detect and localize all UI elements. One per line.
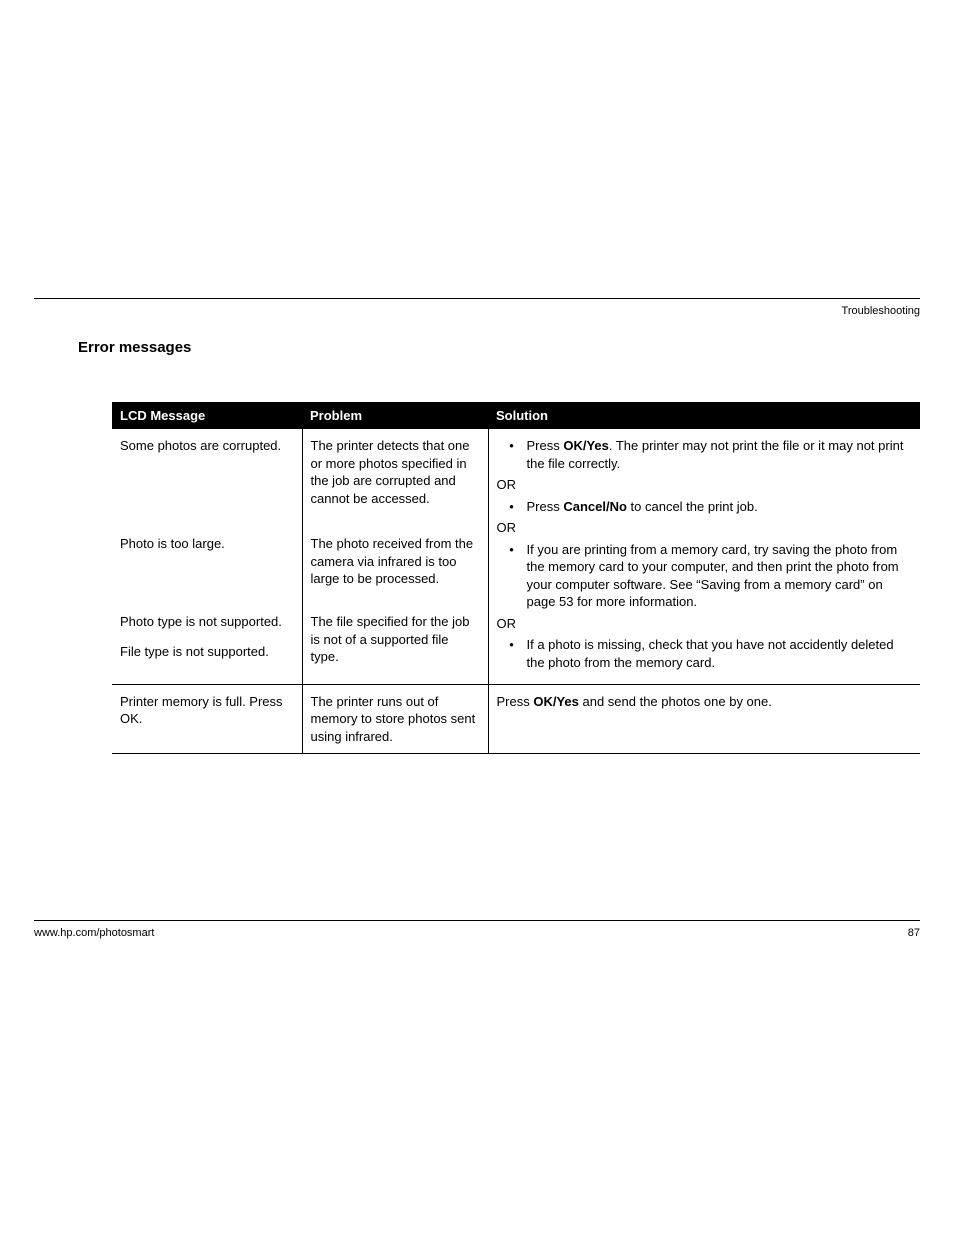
col-header-solution: Solution	[488, 402, 920, 429]
solution-cell: Press OK/Yes and send the photos one by …	[488, 684, 920, 754]
list-item: • Press Cancel/No to cancel the print jo…	[497, 498, 913, 516]
solution-cell: • Press OK/Yes. The printer may not prin…	[488, 429, 920, 684]
page-footer: www.hp.com/photosmart 87	[34, 920, 920, 939]
section-title: Error messages	[78, 339, 920, 356]
header-rule	[34, 298, 920, 299]
footer-url: www.hp.com/photosmart	[34, 927, 154, 939]
solution-list: • Press Cancel/No to cancel the print jo…	[497, 498, 913, 516]
lcd-cell: Photo is too large.	[112, 527, 302, 605]
bullet-icon: •	[497, 636, 527, 671]
solution-list: • Press OK/Yes. The printer may not prin…	[497, 437, 913, 472]
solution-text: Press Cancel/No to cancel the print job.	[527, 498, 913, 516]
col-header-lcd: LCD Message	[112, 402, 302, 429]
or-label: OR	[497, 476, 913, 494]
list-item: • If you are printing from a memory card…	[497, 541, 913, 611]
solution-text: If you are printing from a memory card, …	[527, 541, 913, 611]
lcd-cell: Photo type is not supported. File type i…	[112, 605, 302, 684]
solution-list: • If you are printing from a memory card…	[497, 541, 913, 611]
table-row: Printer memory is full. Press OK. The pr…	[112, 684, 920, 754]
problem-cell: The file specified for the job is not of…	[302, 605, 488, 684]
table-header-row: LCD Message Problem Solution	[112, 402, 920, 429]
list-item: • Press OK/Yes. The printer may not prin…	[497, 437, 913, 472]
list-item: • If a photo is missing, check that you …	[497, 636, 913, 671]
solution-list: • If a photo is missing, check that you …	[497, 636, 913, 671]
solution-text: Press OK/Yes. The printer may not print …	[527, 437, 913, 472]
page-number: 87	[908, 927, 920, 939]
bullet-icon: •	[497, 498, 527, 516]
lcd-cell: Printer memory is full. Press OK.	[112, 684, 302, 754]
header-section-label: Troubleshooting	[34, 305, 920, 317]
error-messages-table: LCD Message Problem Solution Some photos…	[112, 402, 920, 754]
or-label: OR	[497, 615, 913, 633]
page: Troubleshooting Error messages LCD Messa…	[0, 0, 954, 1235]
error-table-wrap: LCD Message Problem Solution Some photos…	[112, 402, 920, 754]
lcd-cell: Some photos are corrupted.	[112, 429, 302, 527]
table-row: Some photos are corrupted. The printer d…	[112, 429, 920, 527]
footer-rule	[34, 920, 920, 921]
lcd-text: File type is not supported.	[120, 643, 294, 661]
problem-cell: The printer detects that one or more pho…	[302, 429, 488, 527]
or-label: OR	[497, 519, 913, 537]
problem-cell: The printer runs out of memory to store …	[302, 684, 488, 754]
bullet-icon: •	[497, 541, 527, 611]
lcd-text: Photo type is not supported.	[120, 613, 294, 631]
solution-text: If a photo is missing, check that you ha…	[527, 636, 913, 671]
bullet-icon: •	[497, 437, 527, 472]
footer-row: www.hp.com/photosmart 87	[34, 927, 920, 939]
col-header-problem: Problem	[302, 402, 488, 429]
problem-cell: The photo received from the camera via i…	[302, 527, 488, 605]
